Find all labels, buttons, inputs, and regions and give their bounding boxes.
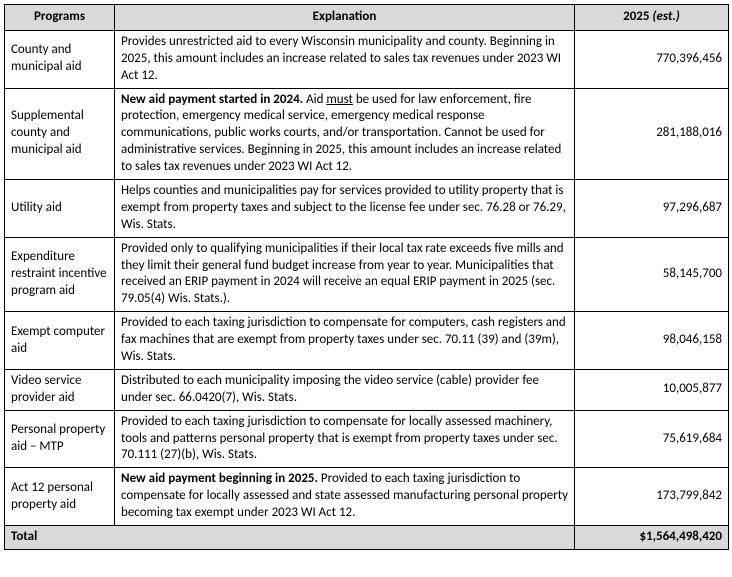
table-row: Utility aidHelps counties and municipali… (5, 180, 729, 238)
table-row: Supplemental county and municipal aidNew… (5, 88, 729, 179)
program-amount: 75,619,684 (575, 410, 729, 468)
program-explanation: Helps counties and municipalities pay fo… (115, 180, 575, 238)
table-row: Exempt computer aidProvided to each taxi… (5, 312, 729, 370)
program-amount: 10,005,877 (575, 369, 729, 410)
header-year: 2025 (est.) (575, 5, 729, 31)
program-explanation: Provided only to qualifying municipaliti… (115, 237, 575, 312)
program-explanation: Provided to each taxing jurisdiction to … (115, 410, 575, 468)
program-amount: 281,188,016 (575, 88, 729, 179)
total-label: Total (5, 526, 575, 550)
table-row: Video service provider aidDistributed to… (5, 369, 729, 410)
table-row: Act 12 personal property aidNew aid paym… (5, 468, 729, 526)
program-amount: 58,145,700 (575, 237, 729, 312)
program-explanation: Provides unrestricted aid to every Wisco… (115, 30, 575, 88)
program-explanation: Provided to each taxing jurisdiction to … (115, 312, 575, 370)
program-explanation: Distributed to each municipality imposin… (115, 369, 575, 410)
program-name: Expenditure restraint incentive program … (5, 237, 115, 312)
header-explanation: Explanation (115, 5, 575, 31)
program-amount: 770,396,456 (575, 30, 729, 88)
header-row: Programs Explanation 2025 (est.) (5, 5, 729, 31)
program-explanation: New aid payment beginning in 2025. Provi… (115, 468, 575, 526)
program-name: County and municipal aid (5, 30, 115, 88)
table-row: County and municipal aidProvides unrestr… (5, 30, 729, 88)
program-name: Utility aid (5, 180, 115, 238)
header-programs: Programs (5, 5, 115, 31)
program-name: Video service provider aid (5, 369, 115, 410)
header-year-suffix: (est.) (649, 9, 679, 24)
total-row: Total$1,564,498,420 (5, 526, 729, 550)
header-year-label: 2025 (623, 9, 649, 24)
program-amount: 173,799,842 (575, 468, 729, 526)
program-name: Act 12 personal property aid (5, 468, 115, 526)
program-explanation: New aid payment started in 2024. Aid mus… (115, 88, 575, 179)
table-row: Personal property aid – MTPProvided to e… (5, 410, 729, 468)
program-name: Supplemental county and municipal aid (5, 88, 115, 179)
program-amount: 97,296,687 (575, 180, 729, 238)
program-name: Exempt computer aid (5, 312, 115, 370)
program-name: Personal property aid – MTP (5, 410, 115, 468)
program-amount: 98,046,158 (575, 312, 729, 370)
table-row: Expenditure restraint incentive program … (5, 237, 729, 312)
total-amount: $1,564,498,420 (575, 526, 729, 550)
programs-table: Programs Explanation 2025 (est.) County … (4, 4, 729, 550)
